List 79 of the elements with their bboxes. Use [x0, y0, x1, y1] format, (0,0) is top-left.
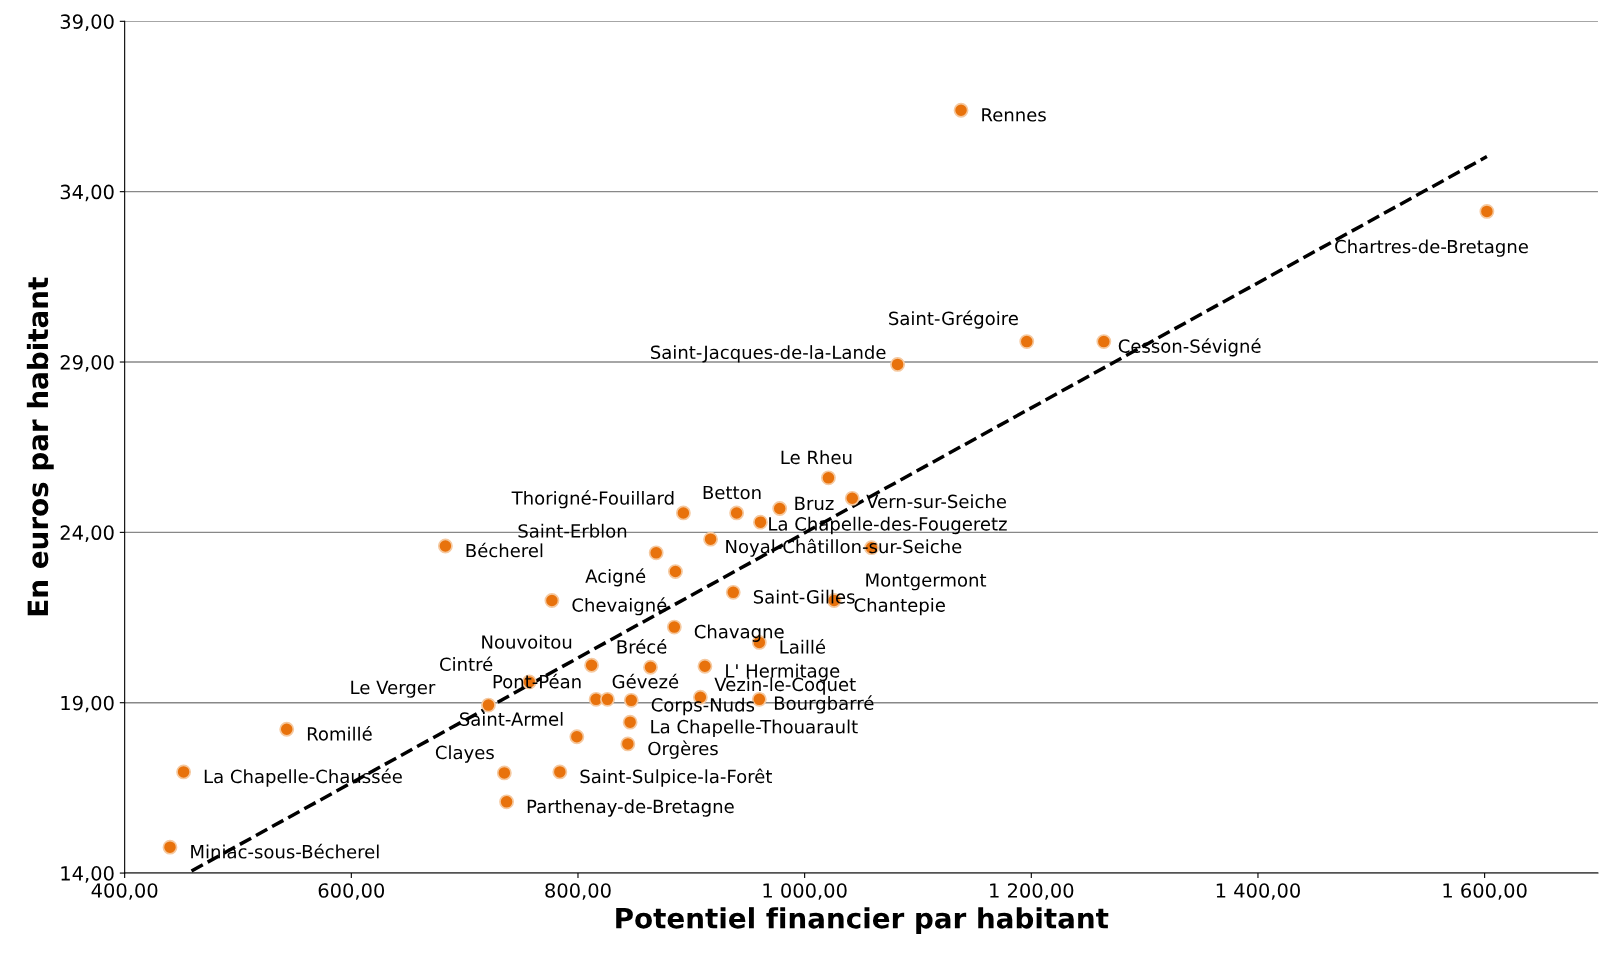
- point: [162, 839, 178, 855]
- y-tick-label: 19,00: [61, 695, 114, 713]
- annotation: La Chapelle-Thouarault: [651, 719, 858, 737]
- annotation: Rennes: [982, 108, 1046, 122]
- point: [176, 764, 192, 780]
- annotation: Saint-Grégoire: [889, 310, 1018, 329]
- point: [703, 531, 719, 547]
- point: [666, 619, 682, 635]
- point: [1096, 334, 1112, 349]
- point: [725, 584, 741, 600]
- annotation: Cintré: [439, 656, 493, 672]
- annotation: Le Verger: [351, 680, 436, 698]
- point: [753, 514, 768, 530]
- x-tick-label: 1 000,00: [763, 883, 847, 900]
- point: [499, 794, 515, 810]
- point: [600, 691, 615, 707]
- point: [279, 721, 295, 737]
- point: [844, 490, 860, 506]
- annotation: Miniac-sous-Bécherel: [191, 843, 379, 859]
- annotation: Saint-Jacques-de-la-Lande: [650, 345, 886, 363]
- annotation: Vern-sur-Seiche: [866, 494, 1006, 509]
- point: [620, 736, 636, 752]
- annotation: Montgermont: [866, 573, 987, 591]
- annotation: Chantepie: [854, 597, 945, 616]
- y-tick-label: 24,00: [60, 525, 114, 543]
- point: [729, 505, 745, 521]
- point: [622, 714, 638, 730]
- x-tick-label: 1 200,00: [990, 883, 1074, 900]
- annotation: Saint-Erblon: [518, 523, 627, 538]
- annotation: Betton: [703, 485, 761, 500]
- point: [668, 564, 683, 579]
- point: [821, 470, 836, 486]
- point: [481, 697, 496, 713]
- point: [623, 692, 639, 708]
- y-axis-title: En euros par habitant: [26, 277, 54, 616]
- annotation: Bruz: [795, 496, 834, 511]
- x-tick-label: 400,00: [91, 883, 158, 900]
- annotation: Orgères: [648, 740, 718, 759]
- point: [544, 593, 560, 608]
- y-tick-label: 14,00: [61, 866, 114, 883]
- point: [697, 658, 713, 674]
- annotation: La Chapelle-Chaussée: [204, 768, 402, 787]
- annotation: Parthenay-de-Bretagne: [527, 799, 734, 817]
- annotation: Saint-Sulpice-la-Forêt: [580, 768, 772, 787]
- x-tick-label: 1 400,00: [1216, 883, 1300, 900]
- annotation: Chevaigné: [572, 597, 667, 616]
- y-tick-label: 29,00: [60, 354, 114, 372]
- annotation: Acigné: [585, 568, 646, 587]
- annotation: Bourgbarré: [774, 695, 874, 714]
- x-tick-label: 800,00: [545, 883, 611, 900]
- x-tick-label: 1 600,00: [1443, 883, 1527, 900]
- annotation: Saint-Armel: [459, 711, 563, 726]
- annotation: Bécherel: [466, 542, 543, 558]
- y-tick-label: 39,00: [60, 14, 114, 31]
- point: [1479, 204, 1495, 219]
- y-tick-label: 34,00: [60, 184, 114, 202]
- point: [552, 764, 568, 780]
- point: [496, 765, 512, 781]
- annotation: Gévezé: [612, 673, 679, 689]
- annotation: Brécé: [617, 638, 667, 654]
- point: [437, 538, 453, 554]
- point: [584, 657, 600, 673]
- annotation: Chartres-de-Bretagne: [1335, 239, 1528, 257]
- x-tick-label: 600,00: [318, 883, 385, 900]
- point: [569, 729, 585, 745]
- annotation: Clayes: [435, 745, 494, 763]
- point: [772, 501, 788, 516]
- annotation: Thorigné-Fouillard: [511, 490, 674, 509]
- point: [1019, 334, 1035, 349]
- annotation: Le Rheu: [781, 450, 852, 465]
- point: [890, 356, 905, 372]
- point: [648, 545, 664, 561]
- point: [675, 505, 691, 521]
- point: [953, 102, 969, 118]
- annotation: Corps-Nuds: [651, 697, 755, 716]
- annotation: Romillé: [307, 725, 372, 741]
- x-axis-title: Potentiel financier par habitant: [616, 907, 1109, 935]
- annotation: Nouvoitou: [482, 634, 572, 649]
- annotation: Saint-Gilles: [753, 589, 855, 604]
